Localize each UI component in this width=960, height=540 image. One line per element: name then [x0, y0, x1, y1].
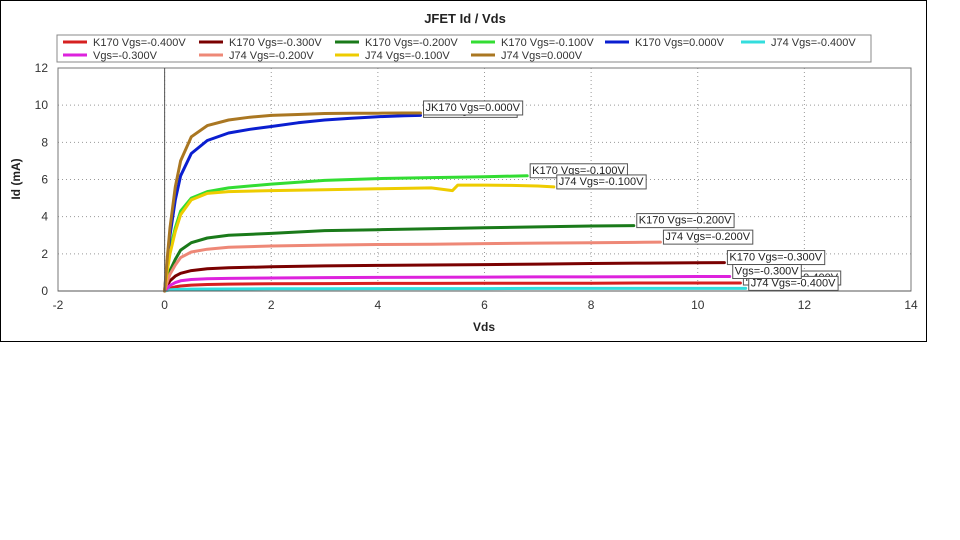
legend-entry: Vgs=-0.300V	[93, 50, 158, 62]
end-label-text: JK170 Vgs=0.000V	[426, 102, 521, 114]
end-label: K170 Vgs=-0.100V	[529, 163, 628, 179]
end-label: J74 Vgs=-0.400V	[748, 275, 839, 291]
end-label-box	[556, 174, 647, 190]
chart-title: JFET Id / Vds	[424, 11, 506, 26]
x-tick-label: 14	[904, 298, 918, 312]
x-tick-label: 0	[161, 298, 168, 312]
end-label: J74 Vgs=-0.100V	[556, 174, 647, 190]
series-line	[163, 111, 422, 293]
end-label-text: J74 Vgs=-0.200V	[665, 231, 750, 243]
end-label: K170 Vgs=-0.300V	[726, 250, 826, 266]
end-label-text: J74 Vgs=-0.100V	[559, 176, 644, 188]
y-tick-label: 12	[35, 61, 49, 75]
series-line	[163, 275, 732, 293]
legend-entry: K170 Vgs=-0.200V	[365, 37, 458, 49]
x-axis-title: Vds	[473, 320, 495, 334]
series-line	[163, 224, 636, 293]
axes: -2 0 2 4 6 8 10 12 14 0 2 4 6 8 10 12	[35, 61, 918, 312]
end-label-text: K170 Vgs=-0.200V	[639, 215, 732, 227]
end-label: K170 Vgs=-0.200V	[636, 213, 735, 229]
end-label-text: Vgs=-0.300V	[735, 266, 800, 278]
legend-entry: J74 Vgs=-0.400V	[771, 37, 856, 49]
x-tick-label: 10	[691, 298, 705, 312]
chart-frame: JFET Id / Vds K170 Vgs=-0.400V K170 Vgs=-…	[0, 0, 927, 342]
legend: K170 Vgs=-0.400V K170 Vgs=-0.300V K170 Vgs…	[63, 37, 856, 62]
plot-area	[163, 111, 748, 293]
x-tick-label: -2	[53, 298, 64, 312]
legend-box	[56, 34, 872, 63]
series-line	[163, 183, 556, 293]
end-label-text: K170 Vgs=-0.300V	[729, 252, 822, 264]
legend-entry: J74 Vgs=0.000V	[501, 50, 583, 62]
end-label-box	[423, 100, 524, 116]
end-label: Vgs=-0.300V	[732, 264, 802, 280]
legend-entry: K170 Vgs=-0.100V	[501, 37, 594, 49]
x-tick-label: 6	[481, 298, 488, 312]
legend-entry: K170 Vgs=0.000V	[635, 37, 725, 49]
legend-entry: K170 Vgs=-0.300V	[229, 37, 322, 49]
end-label-box	[662, 229, 754, 245]
end-label: J74 Vgs=-0.200V	[662, 229, 754, 245]
legend-entry: J74 Vgs=-0.100V	[365, 50, 450, 62]
series-line	[163, 281, 742, 293]
end-label: JK170 Vgs=0.000V	[423, 100, 524, 116]
legend-entry: J74 Vgs=-0.200V	[229, 50, 314, 62]
end-label-box	[636, 213, 735, 229]
jfet-chart: JFET Id / Vds K170 Vgs=-0.400V K170 Vgs=-…	[9, 11, 918, 334]
end-label-text: J74 Vgs=-0.400V	[751, 277, 836, 289]
legend-entry: K170 Vgs=-0.400V	[93, 37, 186, 49]
y-axis-title: Id (mA)	[9, 158, 23, 199]
series-line	[163, 261, 726, 293]
y-tick-label: 4	[41, 210, 48, 224]
y-tick-label: 2	[41, 247, 48, 261]
y-tick-label: 6	[41, 173, 48, 187]
x-tick-label: 8	[588, 298, 595, 312]
x-tick-label: 2	[268, 298, 275, 312]
end-label-box	[732, 264, 802, 280]
y-tick-label: 0	[41, 284, 48, 298]
end-label-text: K170 Vgs=-0.100V	[532, 165, 625, 177]
series-line	[163, 286, 748, 293]
x-tick-label: 12	[798, 298, 812, 312]
series-line	[163, 240, 662, 293]
x-tick-label: 4	[375, 298, 382, 312]
y-tick-label: 8	[41, 135, 48, 149]
y-tick-label: 10	[35, 98, 49, 112]
